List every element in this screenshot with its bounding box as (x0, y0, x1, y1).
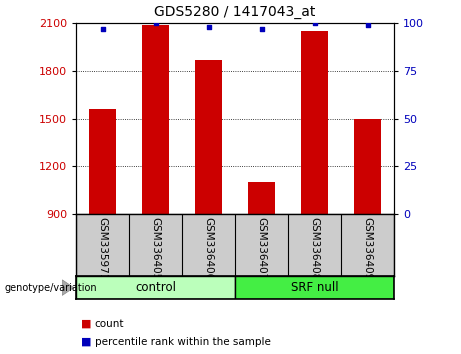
Text: percentile rank within the sample: percentile rank within the sample (95, 337, 271, 347)
Title: GDS5280 / 1417043_at: GDS5280 / 1417043_at (154, 5, 316, 19)
Text: SRF null: SRF null (291, 281, 338, 294)
Bar (89, 109, 116, 214)
Point (311, 20, 318, 26)
Point (152, 20, 160, 26)
Text: GSM335971: GSM335971 (98, 217, 107, 281)
Bar (235, 276, 394, 299)
Bar (195, 59, 222, 214)
Point (99, 26, 106, 32)
Text: GSM336406: GSM336406 (204, 217, 213, 280)
Bar (76, 276, 235, 299)
Bar (355, 119, 381, 214)
Point (258, 26, 266, 32)
Text: GSM336409: GSM336409 (363, 217, 372, 280)
Text: GSM336405: GSM336405 (151, 217, 160, 280)
Bar (142, 24, 169, 214)
Point (364, 22, 372, 28)
Bar (301, 31, 328, 214)
Text: ■: ■ (81, 319, 91, 329)
Point (205, 24, 212, 30)
Text: GSM336407: GSM336407 (257, 217, 266, 280)
Text: genotype/variation: genotype/variation (5, 282, 97, 293)
Text: GSM336408: GSM336408 (310, 217, 319, 280)
Text: control: control (135, 281, 176, 294)
Polygon shape (62, 280, 74, 295)
Bar (248, 182, 275, 214)
Text: ■: ■ (81, 337, 91, 347)
Text: count: count (95, 319, 124, 329)
